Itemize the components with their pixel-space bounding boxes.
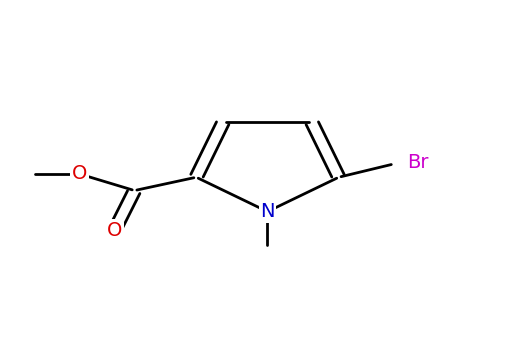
Text: O: O — [107, 221, 122, 240]
Text: O: O — [72, 164, 87, 183]
Text: Br: Br — [407, 153, 429, 172]
Text: N: N — [260, 202, 275, 221]
